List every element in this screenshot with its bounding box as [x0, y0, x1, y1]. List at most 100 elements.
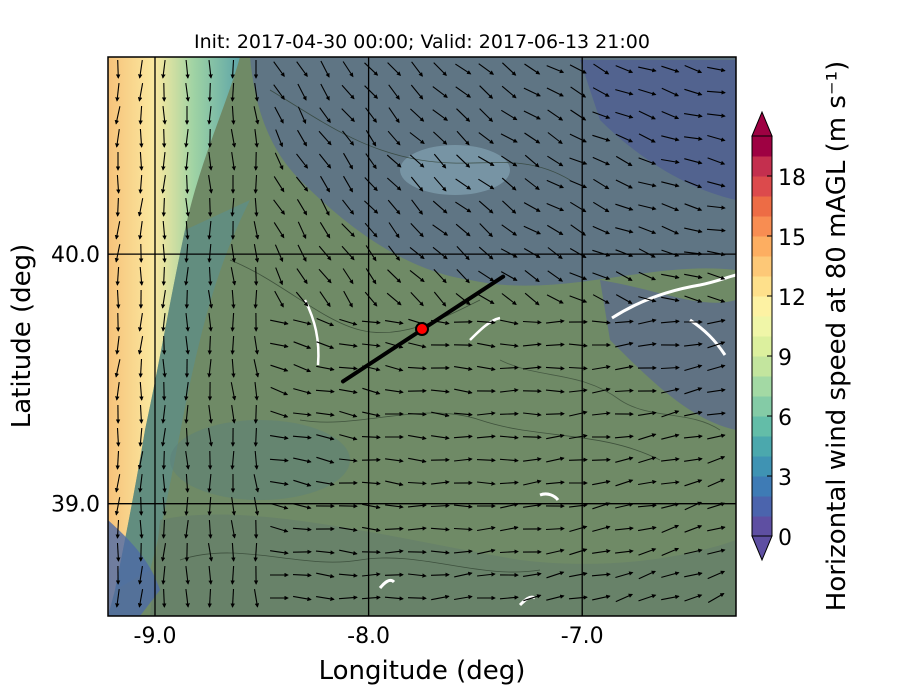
nw-ocean-high-wind-region	[108, 57, 240, 616]
wind-vector-arrow	[569, 133, 587, 143]
wind-vector-arrow	[684, 203, 703, 212]
wind-vector-arrow	[231, 542, 236, 562]
wind-vector-arrow	[592, 479, 611, 486]
wind-vector-arrow	[546, 179, 565, 189]
x-axis-ticks: -9.0 -8.0 -7.0	[134, 610, 604, 649]
wind-vector-arrow	[684, 64, 703, 74]
wind-vector-arrow	[638, 456, 657, 464]
wind-vector-arrow	[274, 244, 284, 263]
colorbar-segment	[752, 196, 772, 217]
wind-vector-arrow	[161, 266, 166, 286]
wind-vector-arrow	[591, 457, 611, 463]
wind-vector-arrow	[638, 181, 657, 188]
wind-vector-arrow	[684, 273, 703, 280]
wind-vector-arrow	[706, 411, 726, 416]
wind-vector-arrow	[410, 176, 424, 192]
wind-vector-arrow	[477, 411, 496, 416]
wind-vector-arrow	[661, 410, 680, 418]
wind-vector-arrow	[162, 588, 167, 608]
wind-vector-arrow	[161, 450, 167, 470]
wind-vector-arrow	[684, 251, 703, 256]
wind-vector-arrow	[455, 201, 472, 213]
wind-vector-arrow	[661, 110, 680, 120]
wind-vector-arrow	[339, 388, 358, 395]
wind-vector-arrow	[231, 152, 236, 171]
chart-title: Init: 2017-04-30 00:00; Valid: 2017-06-1…	[194, 31, 650, 53]
wind-vector-arrow	[684, 410, 703, 417]
wind-vector-arrow	[208, 313, 213, 332]
wind-vector-arrow	[545, 342, 565, 347]
colorbar-segment	[752, 456, 772, 477]
wind-vector-arrow	[456, 154, 471, 168]
wind-vector-arrow	[477, 294, 495, 304]
wind-vector-arrow	[185, 59, 190, 79]
wind-vector-arrow	[253, 404, 259, 424]
wind-vector-arrow	[455, 86, 472, 98]
wind-vector-arrow	[524, 292, 540, 306]
wind-vector-arrow	[138, 496, 144, 516]
wind-vector-arrow	[499, 480, 519, 485]
wind-vector-arrow	[138, 427, 143, 447]
wind-vector-arrow	[615, 364, 634, 371]
wind-vector-arrow	[408, 573, 427, 578]
wind-vector-arrow	[569, 571, 588, 578]
wind-vector-arrow	[707, 250, 726, 257]
wind-vector-arrow	[384, 526, 404, 531]
wind-vector-arrow	[569, 525, 588, 533]
wind-vector-arrow	[208, 519, 213, 539]
wind-vector-arrow	[661, 480, 680, 485]
wind-vector-arrow	[293, 363, 312, 373]
wind-vector-arrow	[478, 246, 494, 260]
wind-vector-arrow	[338, 595, 358, 600]
wind-vector-arrow	[615, 89, 634, 96]
wind-vector-arrow	[407, 526, 427, 531]
wind-vector-arrow	[293, 503, 312, 510]
wind-vector-arrow	[433, 131, 448, 145]
wind-vector-arrow	[479, 108, 494, 123]
wind-vector-arrow	[593, 201, 610, 213]
wind-vector-arrow	[320, 198, 330, 216]
wind-vector-arrow	[615, 341, 634, 348]
wind-vector-arrow	[430, 503, 450, 508]
colorbar-segment	[752, 336, 772, 357]
wind-vector-arrow	[207, 496, 212, 516]
wind-vector-arrow	[524, 154, 540, 168]
wind-vector-arrow	[707, 295, 726, 303]
wind-vector-arrow	[292, 573, 312, 578]
map-plot-area	[108, 57, 736, 616]
colorbar-tick-label: 15	[778, 226, 806, 251]
x-tick-label: -8.0	[347, 624, 390, 649]
wind-vector-arrow	[431, 411, 450, 418]
wind-vector-arrow	[114, 221, 121, 240]
wind-vector-arrow	[388, 107, 400, 124]
wind-vector-arrow	[270, 550, 289, 555]
wind-vector-arrow	[270, 342, 289, 349]
wind-vector-arrow	[433, 153, 447, 169]
wind-vector-arrow	[545, 526, 565, 531]
wind-vector-arrow	[253, 474, 260, 493]
wind-vector-arrow	[638, 157, 657, 165]
wind-vector-arrow	[569, 388, 588, 393]
wind-vector-arrow	[338, 366, 358, 371]
wind-vector-arrow	[592, 156, 611, 166]
wind-vector-arrow	[501, 85, 517, 99]
colorbar-segment	[752, 516, 772, 537]
colorbar-segment	[752, 436, 772, 457]
y-tick-label: 39.0	[51, 493, 100, 518]
wind-vector-arrow	[707, 113, 726, 118]
wind-vector-arrow	[638, 110, 656, 120]
wind-vector-arrow	[269, 458, 289, 463]
wind-vector-arrow	[273, 176, 285, 193]
wind-vector-arrow	[362, 387, 381, 395]
wind-vector-arrow	[707, 157, 726, 165]
wind-vector-arrow	[270, 319, 289, 326]
wind-vector-arrow	[592, 111, 611, 119]
wind-vector-arrow	[431, 480, 450, 485]
wind-vector-arrow	[316, 434, 335, 441]
wind-vector-arrow	[569, 248, 587, 258]
wind-vector-arrow	[296, 199, 308, 216]
wind-vector-arrow	[569, 272, 588, 281]
wind-vector-arrow	[253, 244, 260, 263]
wind-vector-arrow	[499, 458, 519, 463]
wind-vector-arrow	[115, 336, 120, 355]
